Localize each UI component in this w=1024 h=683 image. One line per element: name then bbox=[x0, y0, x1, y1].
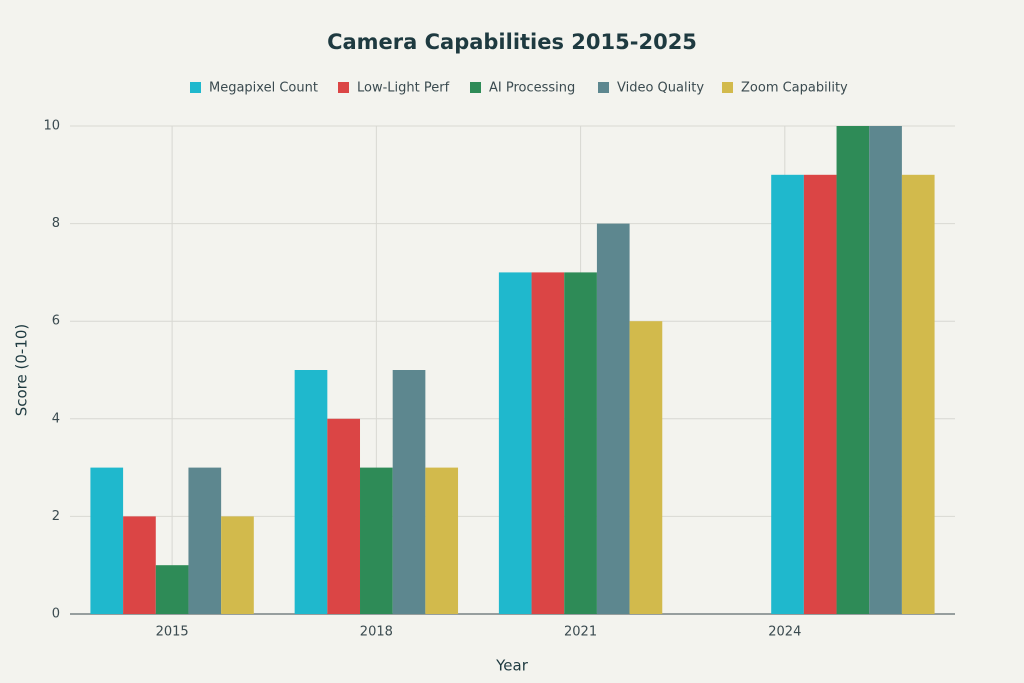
x-tick-label: 2018 bbox=[360, 625, 393, 640]
legend-label: Video Quality bbox=[617, 81, 704, 96]
bar bbox=[836, 126, 870, 614]
bar bbox=[155, 565, 189, 614]
x-tick-label: 2015 bbox=[156, 625, 189, 640]
bar bbox=[294, 370, 328, 614]
bar bbox=[596, 223, 630, 614]
legend-swatch bbox=[598, 82, 609, 93]
legend-label: Low-Light Perf bbox=[357, 81, 450, 96]
legend-swatch bbox=[190, 82, 201, 93]
legend-swatch bbox=[338, 82, 349, 93]
x-axis-title: Year bbox=[495, 657, 529, 675]
y-tick-label: 6 bbox=[52, 314, 60, 329]
bar bbox=[531, 272, 565, 614]
x-tick-label: 2024 bbox=[768, 625, 801, 640]
legend-label: AI Processing bbox=[489, 81, 575, 96]
bar bbox=[803, 174, 837, 615]
bar bbox=[360, 467, 393, 614]
bar bbox=[498, 272, 532, 614]
legend-swatch bbox=[722, 82, 733, 93]
y-tick-label: 0 bbox=[52, 607, 60, 622]
bar bbox=[327, 418, 361, 614]
bar bbox=[188, 467, 222, 614]
y-axis-title: Score (0-10) bbox=[13, 324, 31, 417]
y-tick-label: 2 bbox=[52, 509, 60, 524]
bar bbox=[564, 272, 597, 614]
legend-label: Zoom Capability bbox=[741, 81, 848, 96]
bar bbox=[869, 126, 902, 614]
bar bbox=[771, 174, 804, 615]
y-tick-label: 4 bbox=[52, 411, 60, 426]
bar bbox=[221, 516, 254, 614]
bar bbox=[425, 467, 459, 614]
bar bbox=[123, 516, 156, 614]
legend-swatch bbox=[470, 82, 481, 93]
y-tick-label: 8 bbox=[52, 216, 60, 231]
bar bbox=[392, 370, 426, 614]
x-tick-label: 2021 bbox=[564, 625, 597, 640]
bar bbox=[901, 174, 935, 615]
y-tick-label: 10 bbox=[43, 119, 60, 134]
bar bbox=[90, 467, 124, 614]
bar bbox=[629, 321, 663, 614]
chart-title: Camera Capabilities 2015-2025 bbox=[327, 30, 697, 54]
legend-label: Megapixel Count bbox=[209, 81, 318, 96]
